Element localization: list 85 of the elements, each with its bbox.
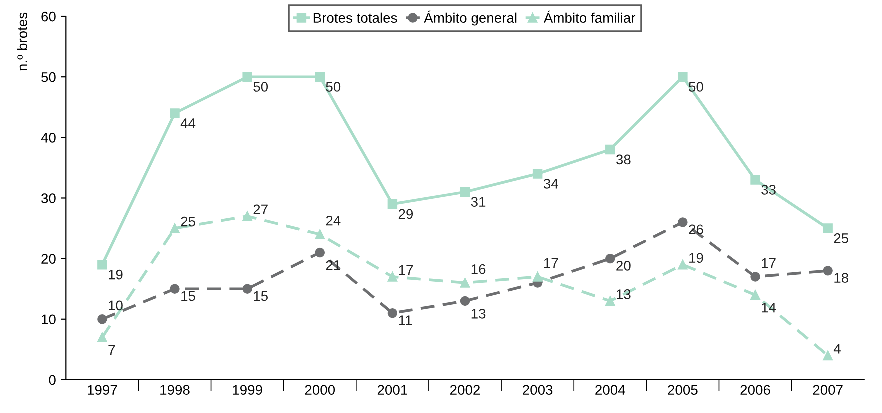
point [823,224,833,234]
point [98,314,108,324]
data-label: 34 [544,179,558,189]
point [388,308,398,318]
data-label: 31 [471,197,486,208]
point [678,72,688,82]
data-label: 33 [762,185,776,195]
point [98,260,108,270]
data-label: 11 [399,316,412,326]
point [606,296,616,306]
x-tick-label: 2007 [813,385,843,396]
data-label: 25 [181,216,196,227]
point [606,254,616,264]
y-tick-label: 20 [42,254,56,264]
data-label: 24 [326,216,341,226]
data-label: 15 [254,291,268,302]
point [315,248,325,258]
point [170,224,180,234]
data-label: 15 [182,291,196,302]
point [606,144,616,155]
data-label: 19 [690,253,704,264]
x-tick-label: 2004 [596,385,626,396]
point [170,108,180,118]
point [750,175,760,185]
data-label: 50 [689,82,704,92]
data-label: 38 [616,154,631,165]
data-label: 20 [616,261,631,271]
point [242,284,252,294]
point [242,72,252,82]
x-tick-label: 2006 [740,385,770,396]
x-tick-label: 1997 [88,385,118,396]
x-tick-label: 2005 [668,385,698,396]
y-tick-label: 40 [41,133,56,143]
point [532,169,543,179]
data-label: 10 [109,300,123,311]
point [460,187,470,198]
point [315,72,325,82]
data-label: 50 [326,82,341,92]
data-label: 29 [398,209,414,220]
x-tick-label: 2003 [523,385,553,396]
y-tick-label: 10 [42,314,56,325]
point [678,218,688,228]
point [750,272,760,282]
data-label: 17 [762,258,776,268]
x-tick-label: 1999 [233,385,262,396]
point [532,272,543,282]
data-label: 50 [254,82,268,92]
point [388,199,398,210]
data-label: 17 [544,258,558,268]
data-label: 27 [254,204,268,214]
y-axis-title: n.º brotes [17,12,28,71]
y-tick-label: 60 [42,12,56,22]
point [388,272,398,282]
point [98,332,108,342]
point [823,266,833,276]
point [750,290,760,300]
data-label: 19 [109,270,123,280]
data-label: 44 [180,118,196,128]
y-tick-label: 30 [42,194,56,204]
y-tick-label: 50 [42,72,56,82]
data-label: 25 [834,234,848,244]
data-label: 14 [762,303,776,313]
point [460,296,470,306]
point [315,230,325,240]
x-tick-label: 1998 [160,385,190,396]
point [678,260,688,270]
data-label: 13 [472,308,486,319]
point [460,278,470,288]
data-label: 18 [834,273,848,283]
x-tick-label: 2000 [305,385,336,396]
y-tick-label: 0 [49,375,56,386]
point [823,350,833,361]
x-tick-label: 2002 [450,385,480,396]
data-label: 16 [472,264,486,274]
legend-label: Brotes totales [314,12,398,24]
data-label: 4 [834,344,841,354]
point [170,284,180,294]
legend-label: Ámbito familiar [544,10,636,24]
data-label: 7 [108,345,116,356]
data-label: 17 [399,265,413,276]
x-tick-label: 2001 [378,385,408,396]
data-label: 26 [689,224,704,235]
data-label: 13 [617,290,631,300]
point [242,212,252,222]
legend-label: Ámbito general [424,10,517,26]
